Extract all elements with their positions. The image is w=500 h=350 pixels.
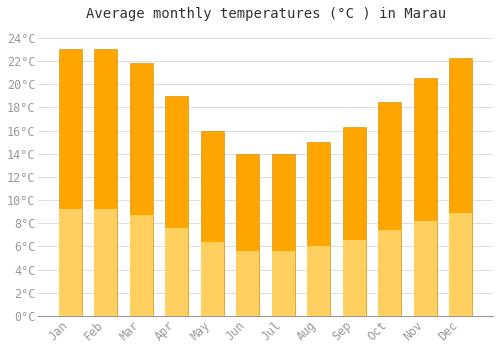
Bar: [308, 246, 330, 316]
Bar: [450, 57, 472, 316]
Bar: [414, 78, 437, 316]
Bar: [201, 131, 224, 316]
Bar: [166, 96, 188, 316]
Bar: [130, 215, 153, 316]
Bar: [59, 49, 82, 316]
Bar: [343, 127, 366, 316]
Bar: [378, 230, 402, 316]
Bar: [166, 228, 188, 316]
Bar: [414, 221, 437, 316]
Bar: [272, 251, 295, 316]
Bar: [378, 102, 402, 316]
Bar: [59, 209, 82, 316]
Bar: [272, 154, 295, 316]
Bar: [94, 49, 118, 316]
Bar: [308, 142, 330, 316]
Bar: [236, 251, 260, 316]
Bar: [450, 212, 472, 316]
Bar: [94, 209, 118, 316]
Bar: [201, 242, 224, 316]
Bar: [130, 63, 153, 316]
Title: Average monthly temperatures (°C ) in Marau: Average monthly temperatures (°C ) in Ma…: [86, 7, 446, 21]
Bar: [343, 240, 366, 316]
Bar: [236, 154, 260, 316]
